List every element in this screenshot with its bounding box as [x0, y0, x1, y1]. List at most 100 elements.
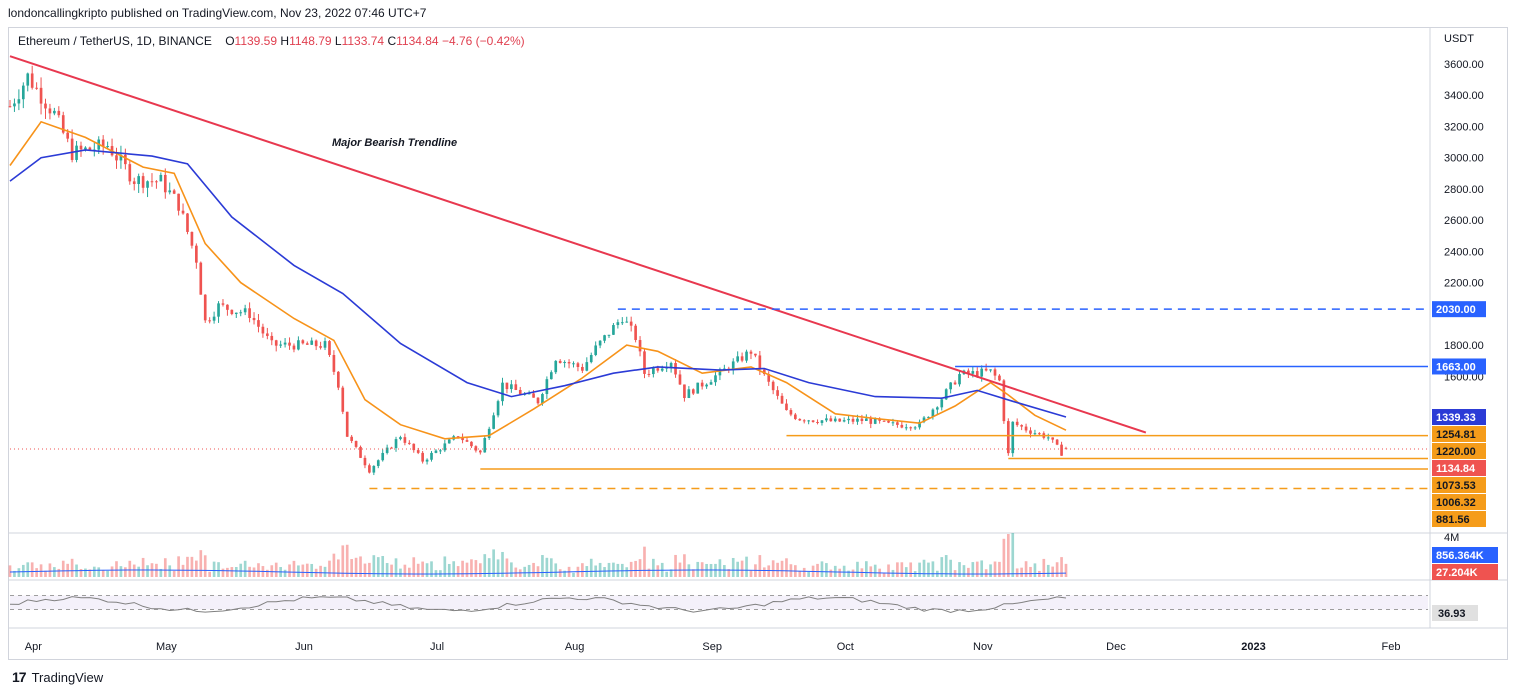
volume-tag [1432, 547, 1498, 563]
candle-body [39, 87, 43, 104]
candle-body [190, 231, 194, 246]
volume-bar [376, 557, 380, 577]
legend-low-value: 1133.74 [341, 34, 385, 48]
price-tag [1432, 301, 1486, 318]
candle-body [461, 437, 464, 441]
volume-bar [372, 555, 376, 577]
symbol-legend: Ethereum / TetherUS, 1D, BINANCE O1139.5… [18, 34, 525, 48]
candle-body [1051, 437, 1055, 440]
rsi-line [9, 596, 1067, 614]
candle-body [576, 363, 580, 367]
volume-bar [1060, 557, 1063, 577]
candle-body [749, 351, 753, 354]
volume-bar [510, 562, 513, 577]
volume-bar [319, 565, 322, 577]
price-axis-tick: 3200.00 [1444, 121, 1484, 133]
candle-body [882, 420, 886, 422]
volume-bar [745, 556, 748, 577]
candle-body [909, 427, 913, 429]
candle-body [1038, 433, 1041, 435]
candle-body [811, 420, 815, 422]
candle-body [581, 366, 584, 371]
volume-bar [785, 558, 788, 577]
volume-bar [350, 559, 353, 577]
volume-bar [301, 564, 305, 577]
time-axis-tick: May [156, 641, 177, 653]
volume-bar [825, 563, 828, 577]
candle-body [363, 457, 367, 466]
candle-body [541, 394, 544, 404]
candle-body [226, 304, 229, 310]
candle-body [421, 452, 424, 462]
volume-bar [944, 555, 948, 577]
candle-body [483, 438, 487, 453]
footer-brand[interactable]: 17 TradingView [12, 669, 103, 685]
candle-body [794, 414, 797, 419]
candle-body [558, 360, 562, 364]
candle-body [736, 356, 739, 362]
candle-body [297, 340, 300, 350]
candle-body [323, 341, 327, 348]
candle-body [17, 99, 21, 104]
candle-body [430, 452, 433, 460]
volume-bar [44, 570, 47, 577]
volume-bar [1015, 568, 1019, 577]
candle-body [119, 154, 123, 161]
volume-axis-label: 4M [1444, 532, 1459, 544]
volume-bar [634, 560, 637, 577]
candle-body [372, 465, 376, 473]
candle-body [949, 382, 952, 390]
candle-body [971, 371, 975, 374]
volume-bar [802, 567, 806, 577]
volume-bar [980, 560, 984, 577]
volume-bar [731, 557, 735, 577]
candle-body [740, 356, 744, 361]
candle-body [918, 421, 921, 428]
candle-body [243, 308, 247, 313]
candle-body [589, 355, 593, 363]
candle-body [1011, 421, 1015, 454]
candle-body [705, 384, 708, 387]
volume-bar [266, 569, 269, 577]
volume-bar [199, 550, 203, 577]
volume-bar [274, 562, 278, 577]
volume-bar [88, 569, 92, 577]
volume-bar [842, 565, 846, 577]
volume-bar [61, 560, 65, 577]
candle-body [305, 343, 309, 345]
candle-body [70, 138, 74, 160]
volume-bar [984, 569, 988, 577]
volume-bar [110, 566, 114, 577]
volume-bar [674, 554, 677, 577]
volume-ma-line [9, 569, 1067, 575]
candle-body [527, 393, 531, 395]
candle-body [873, 418, 877, 424]
volume-bar [1029, 566, 1032, 577]
volume-bar [412, 557, 416, 577]
candle-body [407, 442, 411, 444]
candle-body [248, 308, 251, 318]
candle-body [128, 164, 132, 182]
volume-bar [297, 565, 300, 577]
volume-bar [137, 566, 141, 577]
volume-bar [541, 555, 544, 577]
legend-symbol[interactable]: Ethereum / TetherUS, 1D, BINANCE [18, 34, 212, 48]
candle-body [8, 106, 12, 108]
candle-body [1029, 430, 1032, 434]
volume-bar [168, 565, 172, 577]
candle-body [208, 320, 211, 322]
volume-bar [181, 564, 185, 577]
candle-body [935, 407, 939, 410]
price-tag [1432, 409, 1486, 426]
volume-bar [212, 561, 216, 577]
price-tag-label: 1220.00 [1436, 446, 1476, 458]
volume-bar [363, 563, 367, 577]
volume-bar [452, 561, 456, 577]
legend-open-label: O [225, 34, 235, 48]
candle-body [146, 181, 149, 188]
volume-bar [1055, 562, 1059, 577]
volume-bar [217, 562, 220, 577]
candle-body [478, 450, 482, 453]
candle-body [887, 420, 890, 423]
